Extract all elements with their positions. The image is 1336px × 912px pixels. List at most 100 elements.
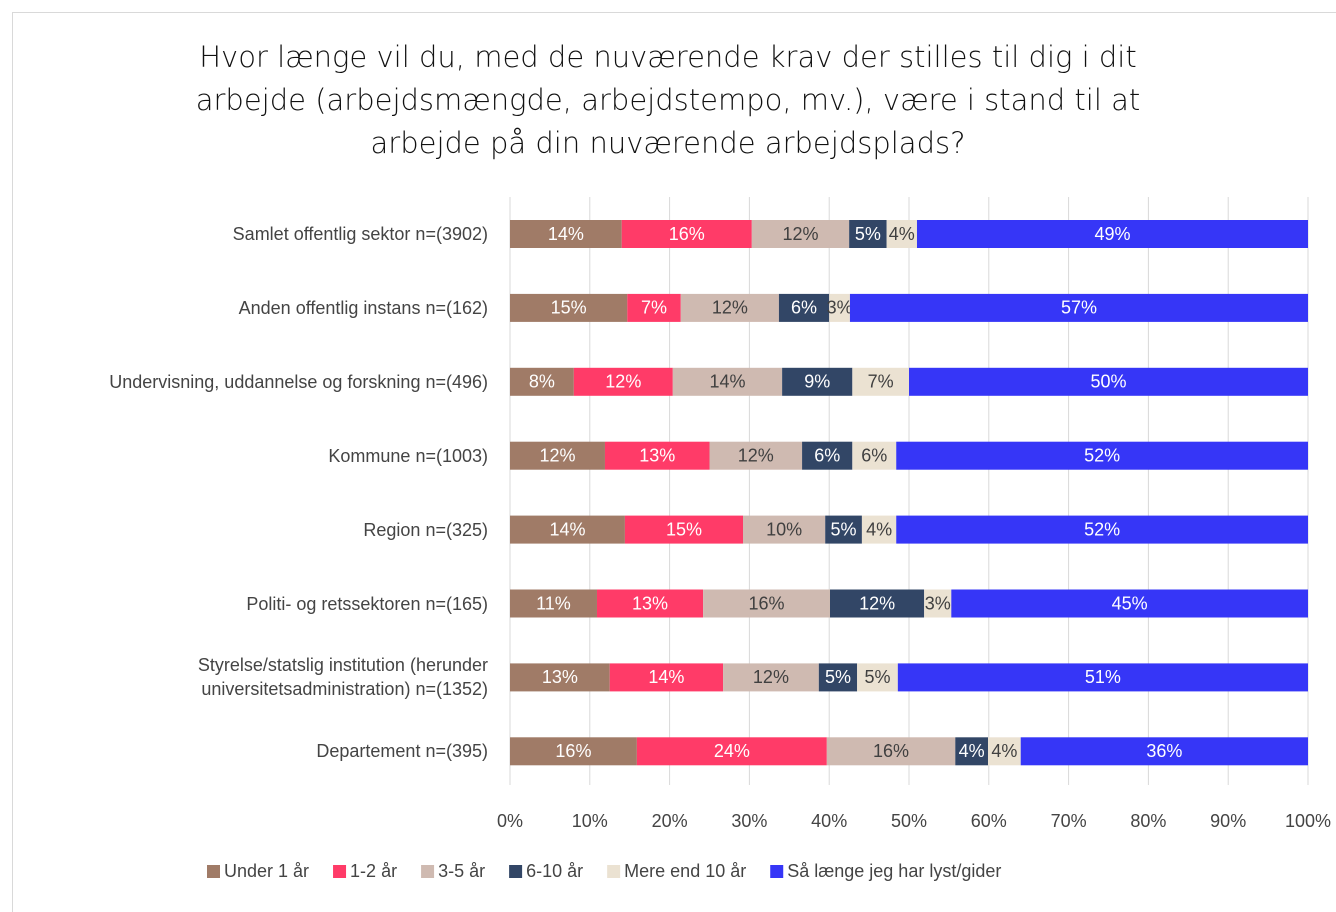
bar-segment: [680, 293, 779, 322]
data-label: 50%: [1090, 372, 1126, 392]
data-label: 6%: [791, 298, 817, 318]
bar-segment: [627, 293, 681, 322]
bar-segment: [621, 220, 752, 248]
data-label: 15%: [666, 519, 702, 539]
x-tick-label: 30%: [731, 811, 767, 831]
legend-label: 3-5 år: [438, 861, 485, 881]
bar-segment: [852, 367, 909, 396]
bar-segment: [825, 515, 862, 544]
data-label: 12%: [738, 445, 774, 465]
data-label: 13%: [639, 445, 675, 465]
bar-segment: [510, 220, 622, 248]
bar-segment: [924, 589, 952, 618]
bar-segment: [573, 367, 673, 396]
bar-segment: [829, 589, 925, 618]
data-label: 11%: [536, 593, 571, 613]
legend-label: Så længe jeg har lyst/gider: [787, 861, 1001, 881]
bar-segment: [672, 367, 783, 396]
data-label: 4%: [959, 741, 985, 761]
data-label: 5%: [825, 667, 851, 687]
bar-segment: [802, 441, 853, 470]
bar-segment: [596, 589, 704, 618]
data-label: 15%: [551, 298, 587, 318]
data-label: 14%: [709, 372, 745, 392]
y-tick-label: Samlet offentlig sektor n=(3902): [232, 224, 488, 244]
data-label: 16%: [749, 593, 785, 613]
x-tick-label: 40%: [811, 811, 847, 831]
data-label: 9%: [804, 372, 830, 392]
bar-segment: [818, 663, 858, 692]
bar-segment: [849, 293, 1308, 322]
y-tick-label: Politi- og retssektoren n=(165): [246, 593, 488, 614]
y-tick-label: Departement n=(395): [316, 741, 488, 762]
legend-swatch: [207, 865, 220, 878]
data-label: 16%: [555, 741, 591, 761]
data-label: 3%: [827, 298, 853, 318]
bar-segment: [723, 663, 819, 692]
bar-segment: [896, 441, 1308, 470]
data-label: 12%: [605, 372, 641, 392]
data-label: 24%: [714, 741, 750, 761]
legend-label: Mere end 10 år: [624, 861, 746, 881]
bar-segment: [782, 367, 853, 396]
bar-segment: [909, 367, 1308, 396]
bar-segment: [1020, 737, 1308, 766]
bar-segment: [849, 220, 887, 248]
bar-segment: [604, 441, 710, 470]
bar-segment: [510, 737, 637, 766]
data-label: 6%: [814, 445, 840, 465]
bar-segment: [510, 293, 628, 322]
data-label: 12%: [712, 298, 748, 318]
bar-segment: [826, 737, 956, 766]
bar-segment: [743, 515, 826, 544]
data-label: 5%: [855, 224, 881, 244]
data-label: 7%: [641, 298, 667, 318]
bar-segment: [988, 737, 1021, 766]
bar-segment: [751, 220, 850, 248]
data-label: 57%: [1061, 298, 1097, 318]
data-label: 49%: [1094, 224, 1130, 244]
bar-segment: [510, 515, 625, 544]
legend-swatch: [333, 865, 347, 878]
bar-segment: [852, 441, 897, 470]
data-label: 10%: [766, 519, 802, 539]
data-label: 13%: [542, 667, 578, 687]
legend-swatch: [421, 865, 435, 878]
bar-segment: [896, 515, 1308, 544]
x-tick-label: 50%: [891, 811, 927, 831]
data-label: 12%: [782, 224, 818, 244]
data-label: 5%: [831, 519, 857, 539]
data-label: 5%: [864, 667, 890, 687]
bar-segment: [778, 293, 830, 322]
bar-segment: [886, 220, 917, 248]
x-tick-label: 100%: [1285, 811, 1331, 831]
y-tick-label: Region n=(325): [363, 519, 488, 540]
y-tick-label: Styrelse/statslig institution (herunder …: [197, 655, 488, 700]
bar-segment: [955, 737, 989, 766]
data-label: 16%: [873, 741, 909, 761]
x-tick-label: 20%: [652, 811, 688, 831]
data-label: 4%: [866, 519, 892, 539]
legend-swatch: [509, 865, 523, 878]
data-label: 36%: [1146, 741, 1182, 761]
data-label: 14%: [549, 519, 585, 539]
bar-segment: [636, 737, 827, 766]
legend-swatch: [770, 865, 784, 878]
data-label: 8%: [529, 372, 555, 392]
bar-segment: [510, 589, 597, 618]
bar-segment: [703, 589, 830, 618]
legend-swatch: [607, 865, 621, 878]
bar-segment: [624, 515, 744, 544]
data-label: 6%: [861, 445, 887, 465]
y-tick-label: Undervisning, uddannelse og forskning n=…: [109, 371, 488, 392]
bar-segment: [951, 589, 1308, 618]
x-tick-label: 80%: [1130, 811, 1166, 831]
bar-segment: [897, 663, 1308, 692]
chart-border: [12, 12, 1336, 912]
bar-segment: [510, 441, 605, 470]
data-label: 7%: [868, 372, 894, 392]
data-label: 52%: [1084, 445, 1120, 465]
y-tick-label: Kommune n=(1003): [328, 445, 488, 466]
